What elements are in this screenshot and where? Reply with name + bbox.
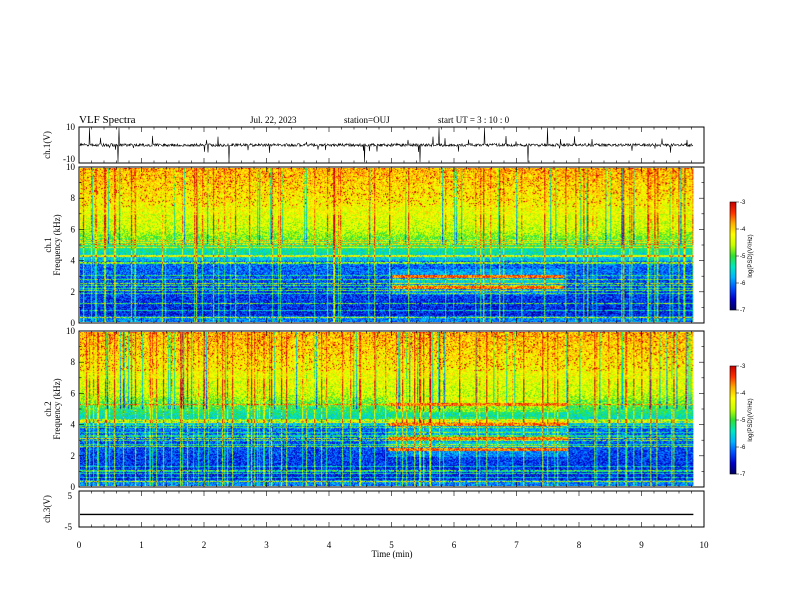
figure-title: VLF Spectra [79,114,136,126]
x-tick-label: 2 [202,540,207,550]
ch2-spectrogram-yticks: 0 2 4 6 8 10 [66,326,704,492]
ch2-spectrogram-ticks [78,331,705,487]
ch2-spectrogram-ylabel-freq: Frequency (kHz) [52,378,62,439]
ch1-spectrogram-ticks [78,167,705,323]
ch1-waveform-ylabel: ch.1(V) [42,131,52,159]
colorbar-tick-label: -5 [740,418,746,424]
ch1-spectrogram-ylabel-channel: ch.1 [43,237,53,252]
colorbar-tick-label: -6 [740,445,746,451]
y-tick-label: 0 [71,482,76,492]
ch2-colorbar: -3 -4 -5 -6 -7 log(PSD)(V²/Hz) [729,364,754,478]
ch1-waveform-trace [79,127,694,163]
x-tick-label: 4 [327,540,332,550]
ch2-colorbar-ticks: -3 -4 -5 -6 -7 [736,364,746,478]
ch1-spectrogram-yticks: 0 2 4 6 8 10 [66,162,704,328]
ch3-waveform-ticks [78,491,705,527]
ch1-colorbar-label: log(PSD)(V²/Hz) [748,234,754,277]
ch1-spectrogram-image [80,168,694,322]
y-tick-label: 8 [71,357,76,367]
x-tick-label: 6 [452,540,457,550]
x-tick-label: 7 [514,540,519,550]
x-tick-label: 8 [577,540,582,550]
colorbar-tick-label: -7 [740,308,746,314]
colorbar-tick-label: -3 [740,364,746,370]
ch3-waveform-panel: 5 -5 ch.3(V) 0 1 2 3 4 5 6 7 8 9 10 Time (min) [42,490,709,559]
time-axis-label: Time (min) [372,549,413,559]
date-label: Jul. 22, 2023 [250,115,297,125]
ch2-spectrogram-ylabel-channel: ch.2 [43,401,53,416]
y-tick-label: 4 [71,256,76,266]
ch1-ytick-bottom: -10 [63,154,75,164]
ch1-colorbar: -3 -4 -5 -6 -7 log(PSD)(V²/Hz) [729,200,754,314]
ch1-spectrogram-ylabel-freq: Frequency (kHz) [52,214,62,275]
y-tick-label: 6 [71,388,76,398]
y-tick-label: 10 [66,326,76,336]
ch3-ytick-top: 5 [68,491,73,501]
x-tick-label: 9 [639,540,644,550]
ch3-ytick-bottom: -5 [65,522,73,532]
ch3-waveform-frame [78,490,705,528]
station-label: station=OUJ [344,115,390,125]
ch1-waveform-panel: 10 -10 ch.1(V) [42,122,705,164]
ch1-colorbar-ticks: -3 -4 -5 -6 -7 [736,200,746,314]
colorbar-tick-label: -4 [740,391,746,397]
colorbar-tick-label: -6 [740,281,746,287]
ch1-waveform-ticks [78,127,705,163]
y-tick-label: 2 [71,451,76,461]
y-tick-label: 8 [71,193,76,203]
ch1-colorbar-gradient [730,202,736,310]
start-time-label: start UT = 3 : 10 : 0 [438,115,510,125]
colorbar-tick-label: -3 [740,200,746,206]
x-tick-label: 0 [77,540,82,550]
ch2-spectrogram-panel: 0 2 4 6 8 10 ch.2 Frequency (kHz) [43,326,705,492]
time-axis-tick-labels: 0 1 2 3 4 5 6 7 8 9 10 [77,540,709,550]
x-tick-label: 3 [264,540,269,550]
ch2-spectrogram-image [80,332,694,486]
x-tick-label: 10 [700,540,710,550]
x-tick-label: 1 [139,540,144,550]
colorbar-tick-label: -7 [740,472,746,478]
ch2-colorbar-label: log(PSD)(V²/Hz) [748,398,754,441]
y-tick-label: 2 [71,287,76,297]
y-tick-label: 10 [66,162,76,172]
y-tick-label: 0 [71,318,76,328]
y-tick-label: 4 [71,420,76,430]
y-tick-label: 6 [71,224,76,234]
colorbar-tick-label: -5 [740,254,746,260]
ch3-waveform-ylabel: ch.3(V) [42,495,52,523]
ch1-ytick-top: 10 [66,122,76,132]
colorbar-tick-label: -4 [740,227,746,233]
x-tick-label: 5 [389,540,394,550]
ch1-spectrogram-panel: 0 2 4 6 8 10 ch.1 Frequency (kHz) [43,162,705,328]
ch2-colorbar-gradient [730,366,736,474]
